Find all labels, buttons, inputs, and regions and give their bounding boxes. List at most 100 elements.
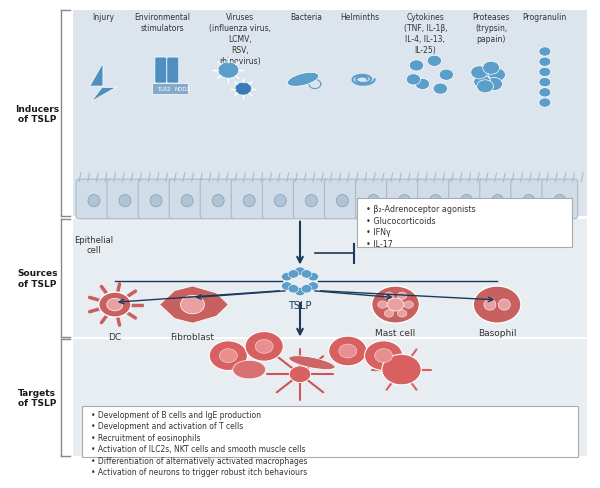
FancyBboxPatch shape (152, 84, 188, 95)
Circle shape (439, 70, 454, 81)
Text: Targets
of TSLP: Targets of TSLP (18, 388, 56, 407)
Ellipse shape (119, 195, 131, 207)
Circle shape (427, 56, 442, 67)
Circle shape (301, 270, 312, 279)
Circle shape (384, 310, 394, 318)
FancyBboxPatch shape (167, 58, 179, 84)
Ellipse shape (367, 195, 379, 207)
Text: Epithelial
cell: Epithelial cell (74, 235, 113, 255)
Text: Basophil: Basophil (478, 328, 517, 337)
Circle shape (486, 78, 502, 91)
Text: TSLP: TSLP (288, 300, 312, 310)
Circle shape (209, 341, 247, 371)
Circle shape (539, 88, 551, 98)
Text: DC: DC (108, 333, 121, 342)
Ellipse shape (243, 195, 255, 207)
Circle shape (539, 58, 551, 67)
Circle shape (377, 301, 387, 308)
FancyBboxPatch shape (449, 180, 485, 219)
Circle shape (107, 299, 123, 311)
Ellipse shape (492, 195, 503, 207)
Text: • β₂-Adrenoceptor agonists
• Glucocorticoids
• IFNγ
• IL-17: • β₂-Adrenoceptor agonists • Glucocortic… (365, 204, 475, 249)
FancyBboxPatch shape (386, 180, 422, 219)
Text: Viruses
(influenza virus,
LCMV,
RSV,
rhinovirus): Viruses (influenza virus, LCMV, RSV, rhi… (209, 13, 271, 66)
FancyBboxPatch shape (357, 198, 572, 247)
Circle shape (471, 67, 488, 80)
Ellipse shape (337, 195, 349, 207)
Circle shape (329, 336, 367, 366)
Ellipse shape (461, 195, 473, 207)
FancyBboxPatch shape (107, 180, 143, 219)
Text: Inducers
of TSLP: Inducers of TSLP (15, 104, 59, 123)
Text: Fibroblast: Fibroblast (170, 333, 215, 342)
Ellipse shape (554, 195, 566, 207)
Circle shape (477, 81, 493, 94)
Circle shape (245, 332, 283, 362)
FancyBboxPatch shape (511, 180, 547, 219)
Circle shape (406, 75, 421, 86)
Ellipse shape (181, 195, 193, 207)
Circle shape (220, 349, 237, 363)
Circle shape (382, 355, 421, 385)
Circle shape (295, 288, 305, 296)
Text: • Development of B cells and IgE production
• Development and activation of T ce: • Development of B cells and IgE product… (91, 410, 307, 476)
Polygon shape (90, 64, 116, 102)
Ellipse shape (498, 299, 510, 310)
FancyBboxPatch shape (155, 58, 167, 84)
Circle shape (288, 285, 299, 293)
Text: Injury: Injury (92, 13, 114, 22)
Circle shape (181, 296, 205, 314)
Ellipse shape (305, 195, 317, 207)
Ellipse shape (523, 195, 535, 207)
FancyBboxPatch shape (73, 11, 587, 217)
FancyBboxPatch shape (262, 180, 298, 219)
Ellipse shape (233, 361, 266, 379)
Ellipse shape (398, 195, 410, 207)
FancyBboxPatch shape (200, 180, 236, 219)
Text: Proteases
(trypsin,
papain): Proteases (trypsin, papain) (472, 13, 510, 44)
FancyBboxPatch shape (76, 180, 112, 219)
FancyBboxPatch shape (293, 180, 329, 219)
Circle shape (281, 273, 292, 281)
Circle shape (539, 48, 551, 57)
Circle shape (473, 286, 521, 324)
Circle shape (281, 282, 292, 290)
FancyBboxPatch shape (138, 180, 174, 219)
Circle shape (483, 62, 499, 75)
Circle shape (433, 84, 448, 95)
Circle shape (99, 292, 131, 318)
Ellipse shape (289, 356, 335, 370)
FancyBboxPatch shape (418, 180, 454, 219)
Circle shape (365, 341, 403, 371)
FancyBboxPatch shape (356, 180, 391, 219)
FancyBboxPatch shape (73, 340, 587, 456)
FancyBboxPatch shape (232, 180, 267, 219)
FancyBboxPatch shape (169, 180, 205, 219)
Text: Mast cell: Mast cell (376, 328, 416, 337)
Text: Environmental
stimulators: Environmental stimulators (134, 13, 191, 33)
Circle shape (374, 349, 392, 363)
Ellipse shape (88, 195, 100, 207)
Circle shape (539, 99, 551, 108)
Circle shape (409, 61, 424, 72)
Ellipse shape (212, 195, 224, 207)
Circle shape (339, 345, 357, 358)
Ellipse shape (287, 73, 319, 87)
Circle shape (474, 76, 491, 89)
Circle shape (415, 79, 430, 90)
Circle shape (404, 301, 413, 308)
Text: TLR2: TLR2 (157, 86, 170, 91)
Circle shape (384, 292, 394, 300)
Circle shape (371, 286, 419, 324)
Circle shape (539, 68, 551, 78)
Circle shape (235, 83, 251, 96)
FancyBboxPatch shape (480, 180, 515, 219)
Text: NOD2: NOD2 (175, 86, 191, 91)
Circle shape (255, 340, 273, 354)
FancyBboxPatch shape (325, 180, 361, 219)
Circle shape (387, 299, 404, 311)
Circle shape (289, 366, 311, 383)
Ellipse shape (274, 195, 286, 207)
Circle shape (397, 310, 407, 318)
Circle shape (539, 78, 551, 87)
